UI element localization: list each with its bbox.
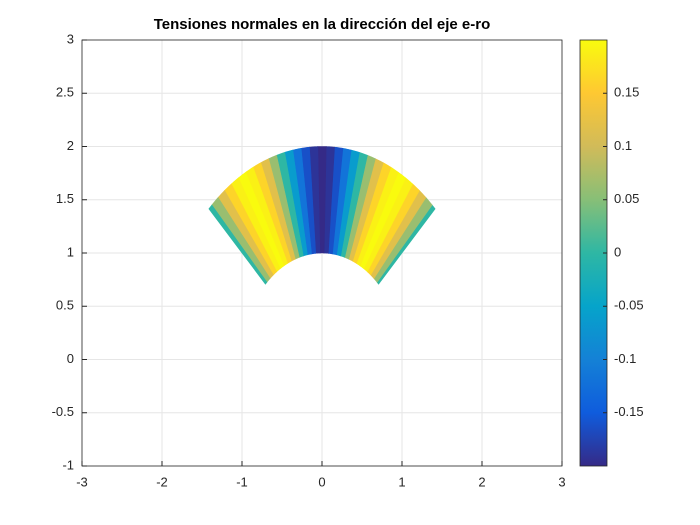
colorbar-tick-label: 0	[614, 244, 621, 259]
y-tick-label: 1	[67, 244, 74, 259]
colorbar-tick-label: -0.05	[614, 298, 644, 313]
colorbar-tick-label: -0.15	[614, 404, 644, 419]
y-tick-label: -0.5	[52, 404, 74, 419]
x-tick-label: -2	[156, 474, 168, 489]
x-tick-label: -1	[236, 474, 248, 489]
x-tick-label: -3	[76, 474, 88, 489]
x-tick-label: 1	[398, 474, 405, 489]
colorbar-tick-label: 0.1	[614, 138, 632, 153]
x-tick-label: 2	[478, 474, 485, 489]
field-cell	[208, 204, 268, 285]
y-tick-label: 0	[67, 351, 74, 366]
y-tick-label: 3	[67, 31, 74, 46]
y-tick-label: 2	[67, 138, 74, 153]
y-tick-label: -1	[62, 457, 74, 472]
x-tick-label: 0	[318, 474, 325, 489]
colorbar-tick-label: -0.1	[614, 351, 636, 366]
y-tick-label: 1.5	[56, 191, 74, 206]
y-tick-label: 0.5	[56, 298, 74, 313]
x-tick-label: 3	[558, 474, 565, 489]
colorbar	[579, 39, 608, 467]
colorbar-tick-label: 0.15	[614, 85, 639, 100]
chart-title: Tensiones normales en la dirección del e…	[154, 16, 491, 33]
colorbar-tick-label: 0.05	[614, 191, 639, 206]
y-tick-label: 2.5	[56, 85, 74, 100]
